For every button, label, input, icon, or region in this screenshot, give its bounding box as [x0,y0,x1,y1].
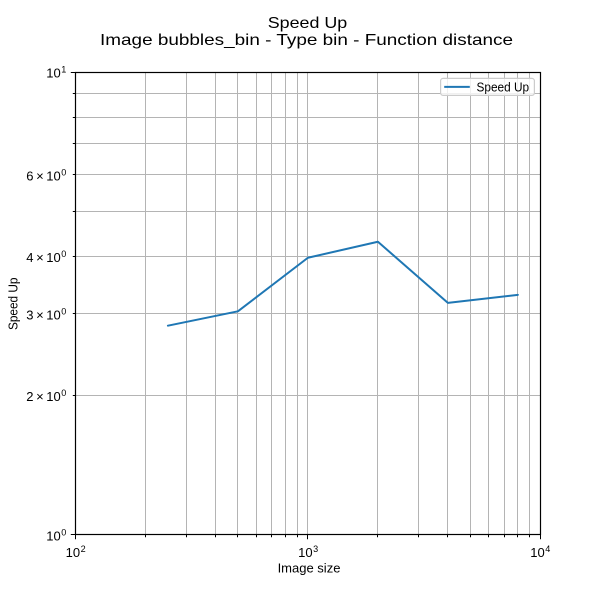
svg-text:Speed Up: Speed Up [268,15,348,32]
svg-text:3 × 100: 3 × 100 [26,307,66,323]
svg-text:Speed Up: Speed Up [7,278,21,331]
svg-text:6 × 100: 6 × 100 [26,168,66,184]
svg-text:4 × 100: 4 × 100 [26,249,66,265]
svg-text:Image size: Image size [278,561,341,576]
svg-text:Image bubbles_bin - Type bin -: Image bubbles_bin - Type bin - Function … [100,32,513,49]
svg-text:Speed Up: Speed Up [477,80,530,94]
svg-text:2 × 100: 2 × 100 [26,388,66,404]
